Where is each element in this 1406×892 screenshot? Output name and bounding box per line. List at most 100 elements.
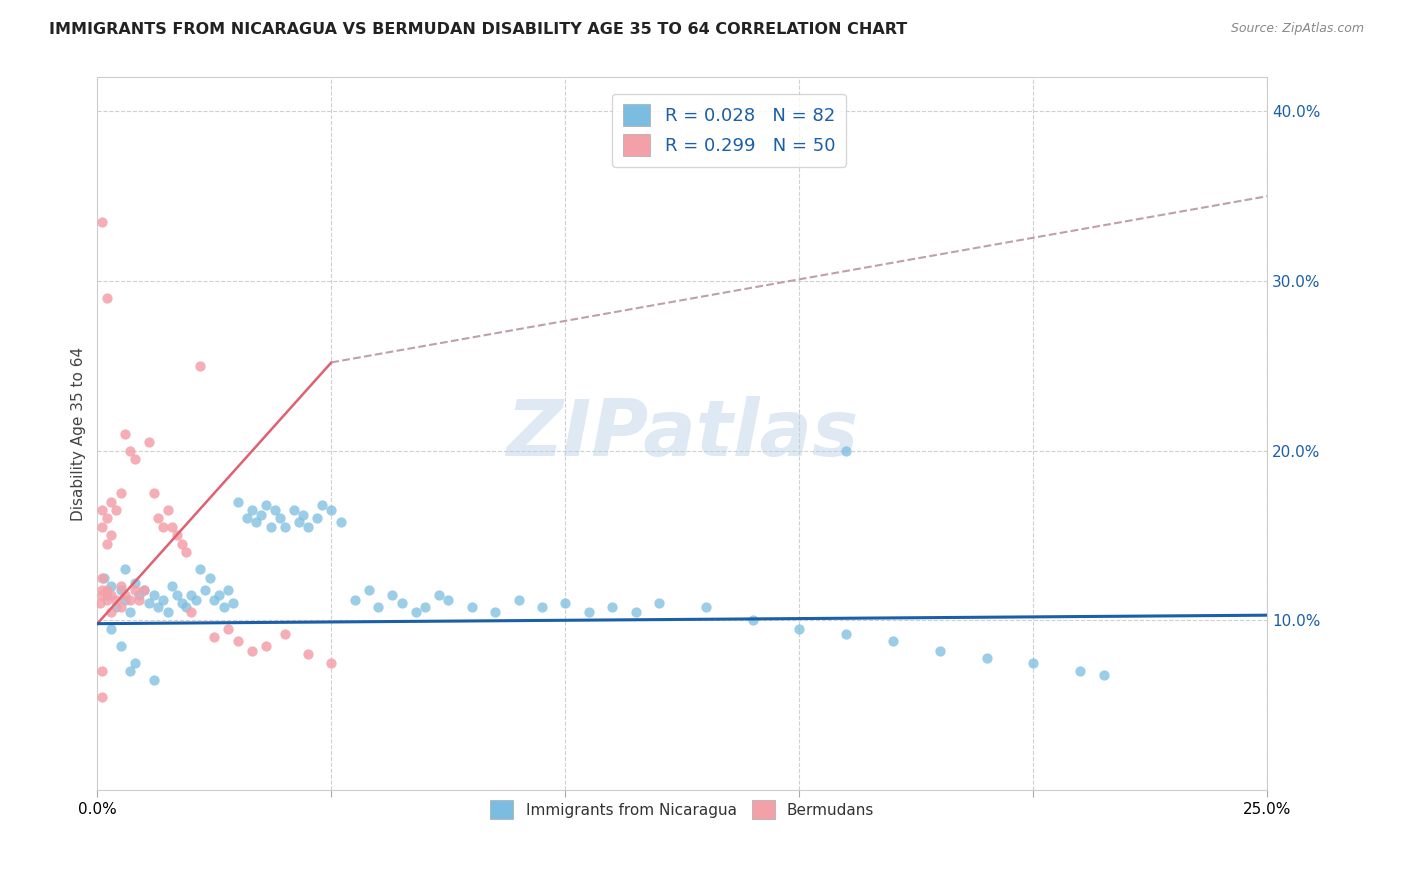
Point [105, 593, 128, 607]
Point [240, 644, 263, 658]
Point [91, 690, 114, 704]
Point [120, 605, 142, 619]
Point [160, 579, 183, 593]
Point [91, 588, 114, 602]
Point [321, 503, 343, 517]
Point [254, 498, 277, 512]
Point [110, 486, 132, 500]
Point [174, 599, 197, 614]
Point [367, 599, 389, 614]
Point [138, 596, 160, 610]
Point [110, 599, 132, 614]
Point [96, 511, 118, 525]
Point [156, 503, 179, 517]
Point [100, 588, 122, 602]
Point [217, 582, 239, 597]
Point [391, 596, 413, 610]
Point [114, 562, 136, 576]
Text: Source: ZipAtlas.com: Source: ZipAtlas.com [1230, 22, 1364, 36]
Point [741, 613, 763, 627]
Point [254, 639, 277, 653]
Point [170, 596, 193, 610]
Point [166, 528, 188, 542]
Point [96, 593, 118, 607]
Point [91, 214, 114, 228]
Point [114, 593, 136, 607]
Point [287, 515, 309, 529]
Point [259, 520, 281, 534]
Point [245, 515, 267, 529]
Point [273, 627, 295, 641]
Point [212, 599, 235, 614]
Point [91, 503, 114, 517]
Point [128, 588, 150, 602]
Point [124, 656, 146, 670]
Point [93, 571, 115, 585]
Point [202, 630, 225, 644]
Point [89, 596, 111, 610]
Point [170, 537, 193, 551]
Point [100, 622, 122, 636]
Point [96, 582, 118, 597]
Point [217, 622, 239, 636]
Point [184, 593, 207, 607]
Point [110, 639, 132, 653]
Point [226, 633, 249, 648]
Point [105, 503, 128, 517]
Point [976, 650, 998, 665]
Point [329, 515, 352, 529]
Point [91, 571, 114, 585]
Point [202, 593, 225, 607]
Point [311, 498, 333, 512]
Point [405, 605, 427, 619]
Point [578, 605, 600, 619]
Point [222, 596, 245, 610]
Point [91, 520, 114, 534]
Point [134, 582, 156, 597]
Point [142, 588, 165, 602]
Point [835, 627, 858, 641]
Point [508, 593, 530, 607]
Point [114, 588, 136, 602]
Point [554, 596, 576, 610]
Point [100, 605, 122, 619]
Point [600, 599, 623, 614]
Point [124, 576, 146, 591]
Point [96, 537, 118, 551]
Point [152, 520, 174, 534]
Point [1092, 667, 1115, 681]
Point [789, 622, 811, 636]
Point [124, 452, 146, 467]
Point [96, 588, 118, 602]
Point [882, 633, 904, 648]
Point [695, 599, 717, 614]
Point [105, 599, 128, 614]
Point [240, 503, 263, 517]
Point [188, 359, 211, 373]
Point [180, 588, 202, 602]
Point [128, 593, 150, 607]
Point [484, 605, 506, 619]
Point [321, 656, 343, 670]
Point [120, 664, 142, 678]
Point [100, 528, 122, 542]
Point [381, 588, 404, 602]
Point [648, 596, 671, 610]
Point [194, 582, 217, 597]
Point [269, 511, 291, 525]
Point [835, 443, 858, 458]
Point [180, 605, 202, 619]
Point [530, 599, 553, 614]
Point [138, 435, 160, 450]
Point [264, 503, 287, 517]
Point [142, 486, 165, 500]
Point [1069, 664, 1091, 678]
Point [357, 582, 380, 597]
Point [110, 579, 132, 593]
Point [1022, 656, 1045, 670]
Point [292, 508, 315, 522]
Point [166, 588, 188, 602]
Point [413, 599, 436, 614]
Point [297, 520, 319, 534]
Point [307, 511, 329, 525]
